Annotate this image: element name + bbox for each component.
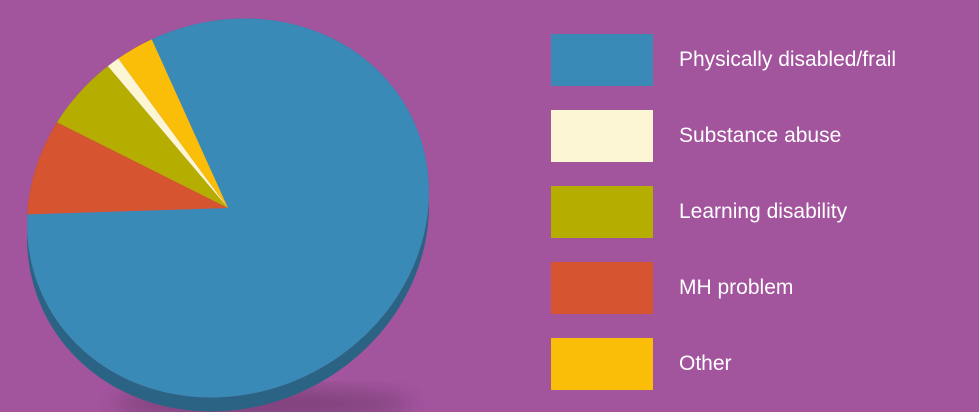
pie-group (27, 18, 429, 412)
pie-slice-other (118, 39, 228, 208)
legend: Physically disabled/frail Substance abuse… (551, 34, 979, 412)
legend-item: Physically disabled/frail (551, 34, 979, 86)
legend-swatch (551, 110, 653, 162)
legend-swatch (551, 338, 653, 390)
legend-label: MH problem (679, 276, 794, 299)
legend-item: Learning disability (551, 186, 979, 238)
legend-label: Substance abuse (679, 124, 842, 147)
legend-label: Other (679, 352, 732, 375)
pie-slice-mh-problem (27, 122, 228, 215)
legend-swatch (551, 186, 653, 238)
legend-item: Substance abuse (551, 110, 979, 162)
legend-item: MH problem (551, 262, 979, 314)
legend-swatch (551, 262, 653, 314)
legend-label: Learning disability (679, 200, 848, 223)
pie-slice-learning-disability (57, 66, 228, 209)
legend-item: Other (551, 338, 979, 390)
pie-slice-substance-abuse (107, 58, 228, 208)
legend-swatch (551, 34, 653, 86)
legend-label: Physically disabled/frail (679, 48, 897, 71)
